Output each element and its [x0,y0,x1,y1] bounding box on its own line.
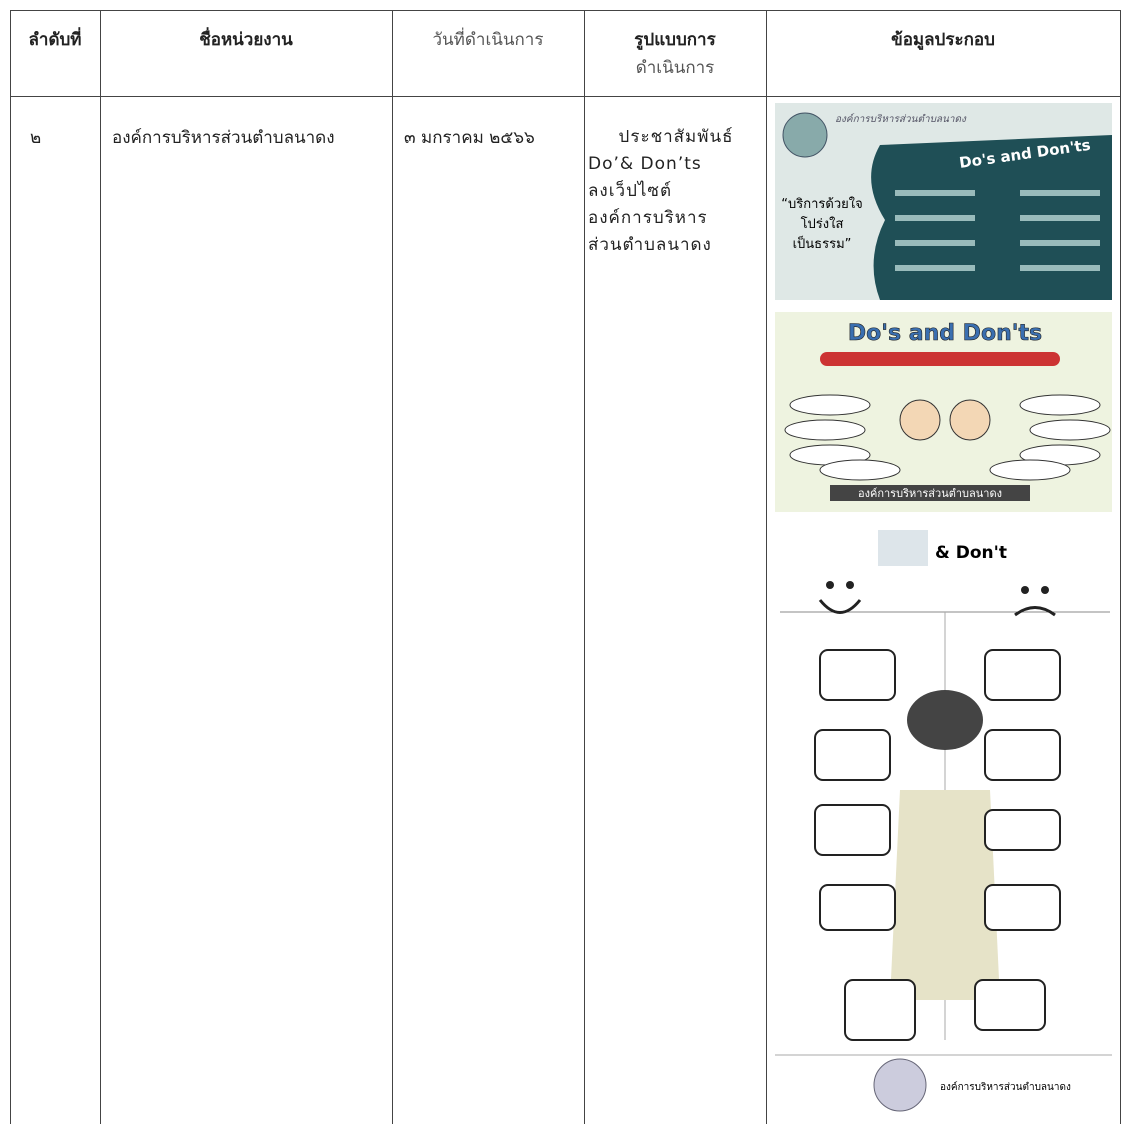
table-border [1120,10,1121,1124]
format-line: ลงเว็ปไซต์ [588,181,672,201]
speech-bubbles [814,649,1061,1041]
poster-panel [871,135,1112,300]
table-border [10,10,1121,11]
figure-body [890,790,1000,1000]
smile [818,599,862,614]
header-cell: รูปแบบการ ดำเนินการ [584,26,766,82]
header-cell: ชื่อหน่วยงาน [199,30,293,50]
figure-head [907,690,983,750]
poster-heading: Do's and Don'ts [848,321,1042,346]
frown [1014,606,1056,617]
header-cell: วันที่ดำเนินการ [432,30,544,50]
header-line: รูปแบบการ [634,30,716,50]
table-border [766,10,767,1124]
format-line: ส่วนตำบลนาดง [588,235,712,255]
agency-name: องค์การบริหารส่วนตำบลนาดง [112,128,335,148]
table-border [10,96,1121,97]
row-number: ๒ [30,128,42,148]
table-border [584,10,585,1124]
poster-title: องค์การบริหารส่วนตำบลนาดง [835,113,967,125]
footer-bar [830,485,1030,501]
supporting-images: องค์การบริหารส่วนตำบลนาดง Do's and Don't… [775,103,1112,1112]
logo [782,112,828,158]
table-border [392,10,393,1124]
format-line: ประชาสัมพันธ์ [618,127,734,147]
table-border [100,10,101,1124]
format-line: องค์การบริหาร [588,208,708,228]
poster-footer: องค์การบริหารส่วนตำบลนาดง [940,1081,1071,1093]
header-line: ดำเนินการ [635,58,715,78]
format: ประชาสัมพันธ์ Do’& Don’ts ลงเว็ปไซต์ องค… [588,124,764,259]
date: ๓ มกราคม ๒๕๖๖ [404,128,535,148]
speech-bubbles [784,394,1111,481]
table-border [10,10,11,1124]
slogan: เป็นธรรม” [793,234,852,252]
figure [949,399,991,441]
banner [820,352,1060,366]
slogan: โปร่งใส [801,216,844,232]
poster-heading: & Don't [935,543,1007,563]
logo-faded [878,530,928,566]
figure [899,399,941,441]
header-cell: ข้อมูลประกอบ [891,30,995,50]
slogan: “บริการด้วยใจ [781,196,862,212]
logo [873,1058,927,1112]
poster-text-blocks [895,190,1100,271]
header-cell: ลำดับที่ [28,30,82,50]
poster-footer: องค์การบริหารส่วนตำบลนาดง [858,487,1002,500]
format-line: Do’& Don’ts [588,154,702,174]
